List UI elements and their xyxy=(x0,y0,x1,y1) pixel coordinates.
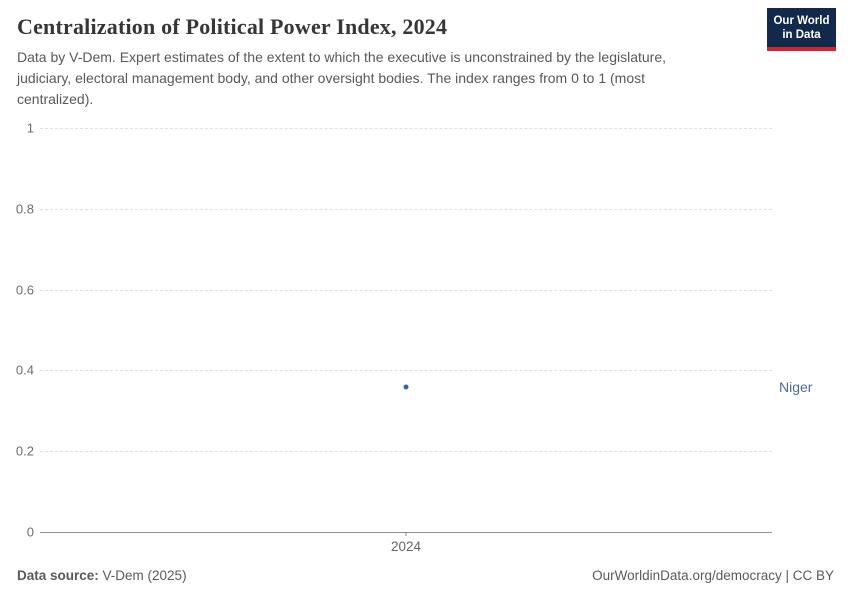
y-tick-label: 0.8 xyxy=(15,201,34,217)
y-tick-label: 0.2 xyxy=(15,443,34,459)
chart-footer: Data source: V-Dem (2025) OurWorldinData… xyxy=(17,568,834,583)
entity-label[interactable]: Niger xyxy=(779,378,813,395)
gridline xyxy=(40,208,772,210)
gridline xyxy=(40,370,772,372)
gridline xyxy=(40,451,772,453)
credit-link[interactable]: OurWorldinData.org/democracy | CC BY xyxy=(592,568,834,583)
data-source: Data source: V-Dem (2025) xyxy=(17,568,187,583)
chart-subtitle: Data by V-Dem. Expert estimates of the e… xyxy=(17,49,667,107)
gridline xyxy=(40,128,772,129)
y-tick-label: 0.4 xyxy=(15,362,34,378)
data-point[interactable] xyxy=(403,384,409,390)
plot-area: 0 0.2 0.4 0.6 0.8 1 2024 Niger xyxy=(16,121,813,555)
x-tick-mark xyxy=(405,532,407,536)
owid-logo-line2: in Data xyxy=(782,29,821,41)
y-tick-label: 1 xyxy=(26,120,34,136)
y-tick-label: 0 xyxy=(26,524,34,540)
owid-logo: Our World in Data xyxy=(767,8,836,51)
owid-logo-line1: Our World xyxy=(773,15,830,27)
page-title: Centralization of Political Power Index,… xyxy=(17,14,448,39)
chart-header: Centralization of Political Power Index,… xyxy=(17,14,729,110)
data-source-value: V-Dem (2025) xyxy=(98,568,187,583)
x-tick-label: 2024 xyxy=(390,539,422,554)
gridline xyxy=(40,289,772,291)
y-tick-label: 0.6 xyxy=(15,282,34,298)
data-source-label: Data source: xyxy=(17,568,99,583)
